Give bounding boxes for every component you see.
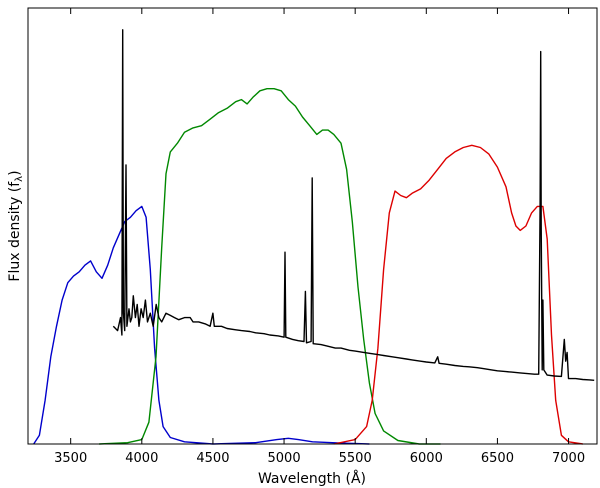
x-axis-label: Wavelength (Å) <box>258 470 366 487</box>
series-line-3 <box>333 144 583 445</box>
series-line-4 <box>112 29 595 381</box>
series-layer <box>33 29 595 445</box>
plot-frame <box>27 7 598 445</box>
x-tick-label-6500: 6500 <box>481 451 514 466</box>
x-tick-label-4500: 4500 <box>196 451 229 466</box>
x-axis-ticks: 3500 4000 4500 5000 5500 6000 6500 7000 <box>54 8 585 466</box>
x-tick-label-3500: 3500 <box>54 451 87 466</box>
y-axis-label: Flux density (fλ) <box>7 170 25 281</box>
x-tick-label-7000: 7000 <box>552 451 585 466</box>
series-line-1 <box>33 205 370 445</box>
x-tick-label-4000: 4000 <box>125 451 158 466</box>
y-axis-label-main: Flux density (f <box>7 181 23 282</box>
x-tick-label-6000: 6000 <box>410 451 443 466</box>
x-tick-label-5000: 5000 <box>268 451 301 466</box>
x-tick-label-5500: 5500 <box>339 451 372 466</box>
y-axis-label-close: ) <box>7 170 23 175</box>
series-line-2 <box>99 87 441 445</box>
y-axis-label-subscript: λ <box>14 176 25 182</box>
